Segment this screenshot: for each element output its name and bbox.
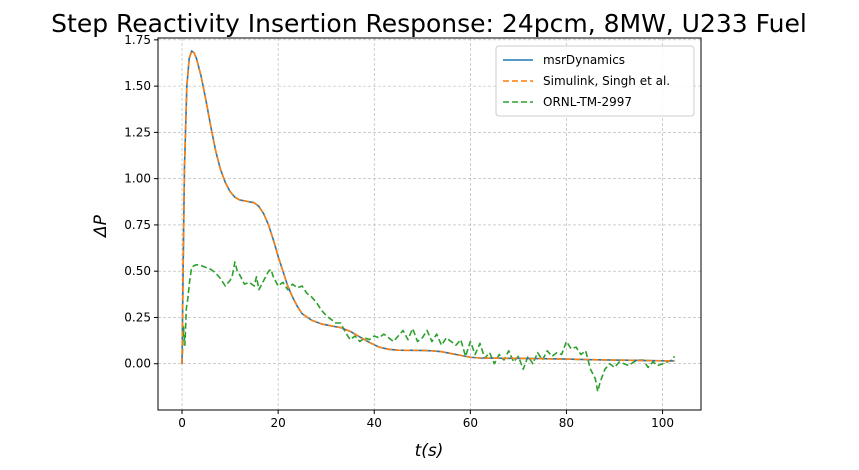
series-lines [181, 50, 676, 393]
x-tick-label: 60 [463, 416, 478, 430]
y-tick-label: 1.50 [124, 79, 151, 93]
y-tick-label: 0.50 [124, 264, 151, 278]
y-axis-label: ΔP [91, 214, 111, 239]
x-tick-label: 100 [651, 416, 674, 430]
x-tick-label: 40 [367, 416, 382, 430]
series-line-2 [181, 261, 676, 393]
y-tick-label: 0.25 [124, 310, 151, 324]
y-tick-label: 1.25 [124, 125, 151, 139]
x-tick-label: 0 [178, 416, 186, 430]
plot-frame [157, 37, 702, 411]
chart-title: Step Reactivity Insertion Response: 24pc… [51, 9, 807, 38]
y-tick-label: 0.00 [124, 357, 151, 371]
x-axis-label: t(s) [415, 441, 444, 461]
x-tick-label: 80 [559, 416, 574, 430]
legend-label-0: msrDynamics [543, 53, 625, 67]
series-line-1 [181, 50, 675, 364]
legend-box [495, 45, 695, 117]
x-tick-label: 20 [270, 416, 285, 430]
legend-label-2: ORNL-TM-2997 [543, 95, 632, 109]
axis-ticks: 0 20 40 60 80 100 0.00 0.25 0.50 0.75 1.00 1.25 1.50… [124, 33, 674, 430]
y-tick-label: 0.75 [124, 218, 151, 232]
y-tick-label: 1.75 [124, 33, 151, 47]
legend: msrDynamics Simulink, Singh et al. ORNL-TM… [495, 45, 695, 117]
y-tick-label: 1.00 [124, 172, 151, 186]
legend-label-1: Simulink, Singh et al. [543, 74, 670, 88]
